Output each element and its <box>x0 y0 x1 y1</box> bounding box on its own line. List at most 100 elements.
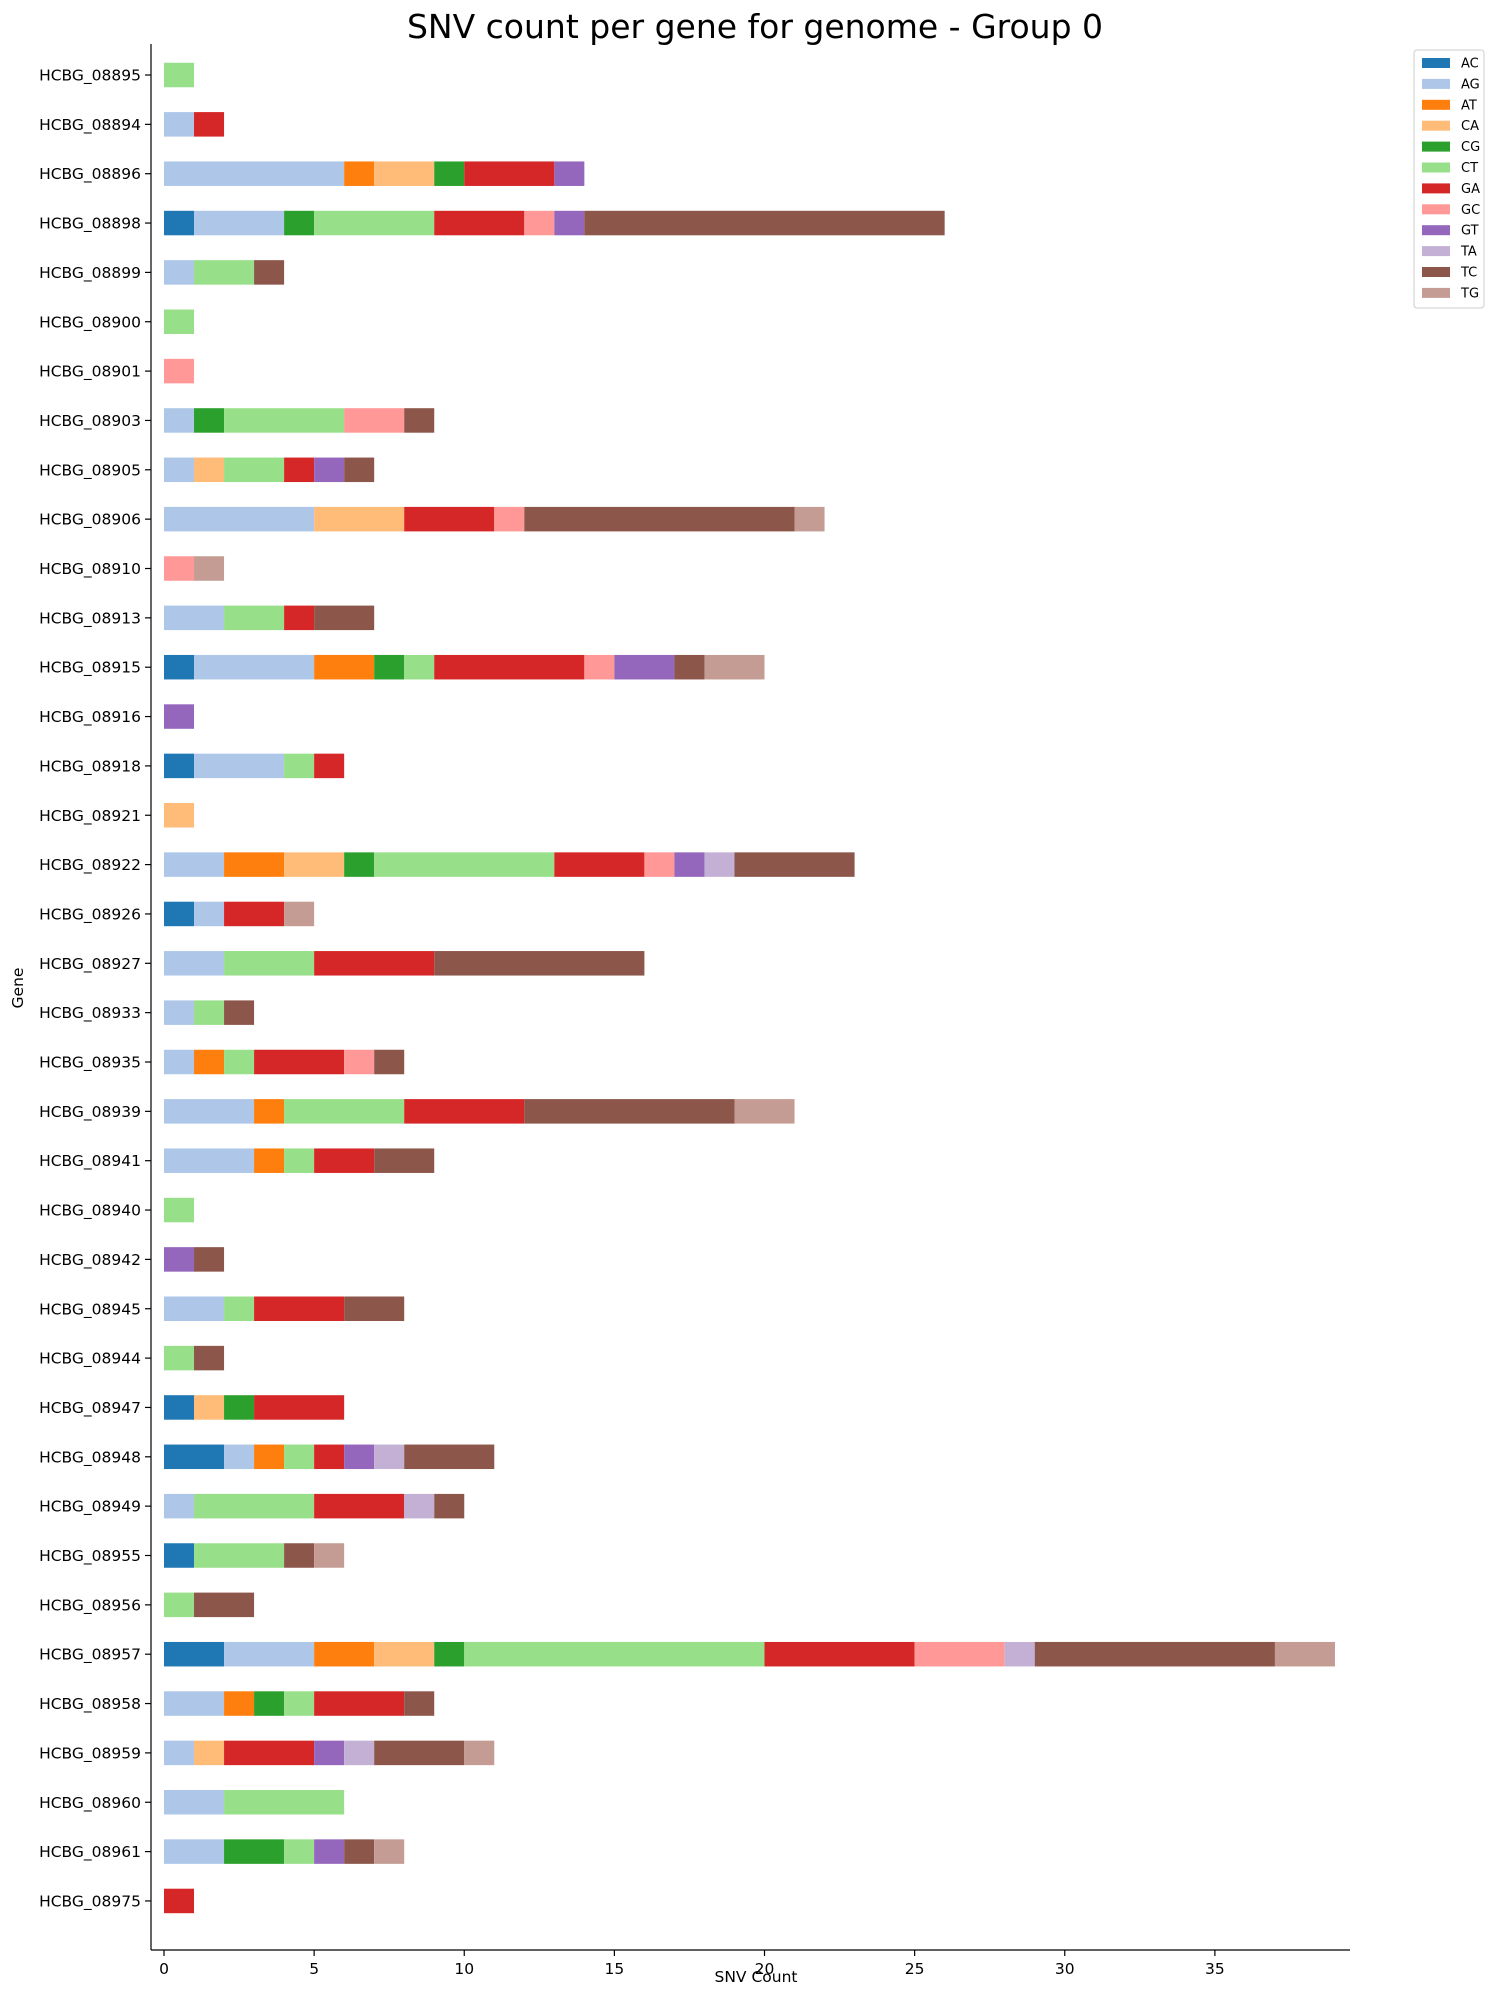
bar-segment-ga <box>314 1691 405 1716</box>
bar-segment-tc <box>344 1296 405 1321</box>
bar-segment-gt <box>554 161 585 186</box>
x-tick-label: 10 <box>454 1960 474 1978</box>
bar-segment-at <box>194 1049 225 1075</box>
bar-segment-ga <box>164 1888 195 1914</box>
bar-segment-ga <box>284 457 315 483</box>
y-tick-label: HCBG_08927 <box>39 955 141 974</box>
legend-swatch-tg <box>1422 287 1450 298</box>
legend-label-at: AT <box>1461 98 1477 113</box>
legend-swatch-ca <box>1422 120 1450 131</box>
y-tick-label: HCBG_08933 <box>39 1004 141 1023</box>
x-axis-label: SNV Count <box>715 1968 798 1986</box>
bar-segment-cg <box>224 1839 285 1864</box>
legend: AC AG AT CA CG CT GA GC GT TA TC TG <box>1413 49 1485 309</box>
bar-segment-ag <box>164 605 225 631</box>
bar-segment-ct <box>224 1790 345 1815</box>
bar-segment-ga <box>224 1740 315 1766</box>
bar-segment-ag <box>224 1641 315 1667</box>
bar-segment-gc <box>344 408 405 433</box>
bar-segment-ag <box>224 1444 255 1470</box>
legend-label-cg: CG <box>1461 140 1480 155</box>
bar-segment-ga <box>194 112 225 137</box>
bar-segment-ga <box>314 1148 375 1173</box>
bar-segment-ca <box>164 803 195 828</box>
bar-segment-ct <box>164 1592 195 1618</box>
bar-segment-ca <box>194 1740 225 1766</box>
bar-segment-cg <box>374 654 405 680</box>
bar-segment-ga <box>554 852 645 877</box>
legend-label-gt: GT <box>1461 224 1479 239</box>
bar-segment-ag <box>164 1099 255 1124</box>
y-tick-label: HCBG_08926 <box>39 905 141 924</box>
bar-segment-ga <box>404 506 495 532</box>
bar-segment-ag <box>164 1740 195 1766</box>
bar-segment-tc <box>224 1000 255 1025</box>
bar-segment-tc <box>584 210 945 236</box>
bar-segment-ga <box>314 1493 405 1519</box>
bar-segment-ac <box>164 1641 225 1667</box>
legend-label-tg: TG <box>1460 286 1479 301</box>
bar-segment-gc <box>644 852 675 877</box>
y-tick-label: HCBG_08903 <box>39 412 141 431</box>
bar-segment-gc <box>584 654 615 680</box>
bar-segment-cg <box>224 1395 255 1420</box>
bar-segment-tc <box>434 1493 465 1519</box>
bar-segment-ga <box>254 1395 345 1420</box>
bar-segment-ct <box>164 62 195 88</box>
legend-label-ca: CA <box>1461 119 1479 134</box>
bar-segment-at <box>224 852 285 877</box>
y-tick-label: HCBG_08935 <box>39 1054 141 1073</box>
y-tick-label: HCBG_08939 <box>39 1103 141 1122</box>
bar-segment-tg <box>314 1543 345 1568</box>
bar-segment-tc <box>404 408 435 433</box>
bar-segment-ag <box>194 654 315 680</box>
bar-segment-ac <box>164 753 195 779</box>
bar-segment-ct <box>284 1099 405 1124</box>
y-tick-label: HCBG_08895 <box>39 67 141 86</box>
bar-segment-ta <box>704 852 735 877</box>
bar-segment-ct <box>404 654 435 680</box>
bar-segment-gt <box>164 704 195 729</box>
y-tick-label: HCBG_08940 <box>39 1202 141 1221</box>
y-axis-label: Gene <box>9 968 27 1009</box>
bar-segment-ct <box>194 1543 285 1568</box>
bar-segment-ga <box>314 1444 345 1470</box>
bar-segment-ga <box>254 1296 345 1321</box>
bar-segment-ag <box>164 408 195 433</box>
bar-segment-ag <box>194 753 285 779</box>
bar-segment-tg <box>374 1839 405 1864</box>
bar-segment-tc <box>374 1148 435 1173</box>
bar-segment-ga <box>254 1049 345 1075</box>
bars-group <box>164 62 1335 1914</box>
legend-label-tc: TC <box>1460 266 1477 281</box>
bar-segment-ct <box>464 1641 765 1667</box>
bar-segment-gt <box>314 457 345 483</box>
y-tick-label: HCBG_08922 <box>39 856 141 875</box>
bar-segment-cg <box>344 852 375 877</box>
bar-segment-gc <box>344 1049 375 1075</box>
bar-segment-ct <box>284 1148 315 1173</box>
bar-segment-gc <box>914 1641 1005 1667</box>
y-tick-label: HCBG_08916 <box>39 708 141 727</box>
bar-segment-at <box>314 654 375 680</box>
bar-segment-ct <box>284 1691 315 1716</box>
bar-segment-cg <box>194 408 225 433</box>
bar-segment-ac <box>164 901 195 927</box>
y-tick-label: HCBG_08945 <box>39 1300 141 1319</box>
bar-segment-ta <box>404 1493 435 1519</box>
legend-label-ag: AG <box>1461 77 1480 92</box>
bar-segment-tc <box>1034 1641 1275 1667</box>
bar-segment-tg <box>194 556 225 581</box>
y-tick-label: HCBG_08948 <box>39 1448 141 1467</box>
bar-segment-ct <box>164 1197 195 1223</box>
y-tick-label: HCBG_08956 <box>39 1596 141 1615</box>
bar-segment-ct <box>194 1493 315 1519</box>
bar-segment-ag <box>194 210 285 236</box>
bar-segment-ag <box>164 852 225 877</box>
bar-segment-ag <box>164 161 345 186</box>
bar-segment-ac <box>164 1444 225 1470</box>
bar-segment-tc <box>284 1543 315 1568</box>
bar-segment-tc <box>344 457 375 483</box>
bar-segment-gt <box>314 1740 345 1766</box>
y-tick-label: HCBG_08959 <box>39 1744 141 1763</box>
